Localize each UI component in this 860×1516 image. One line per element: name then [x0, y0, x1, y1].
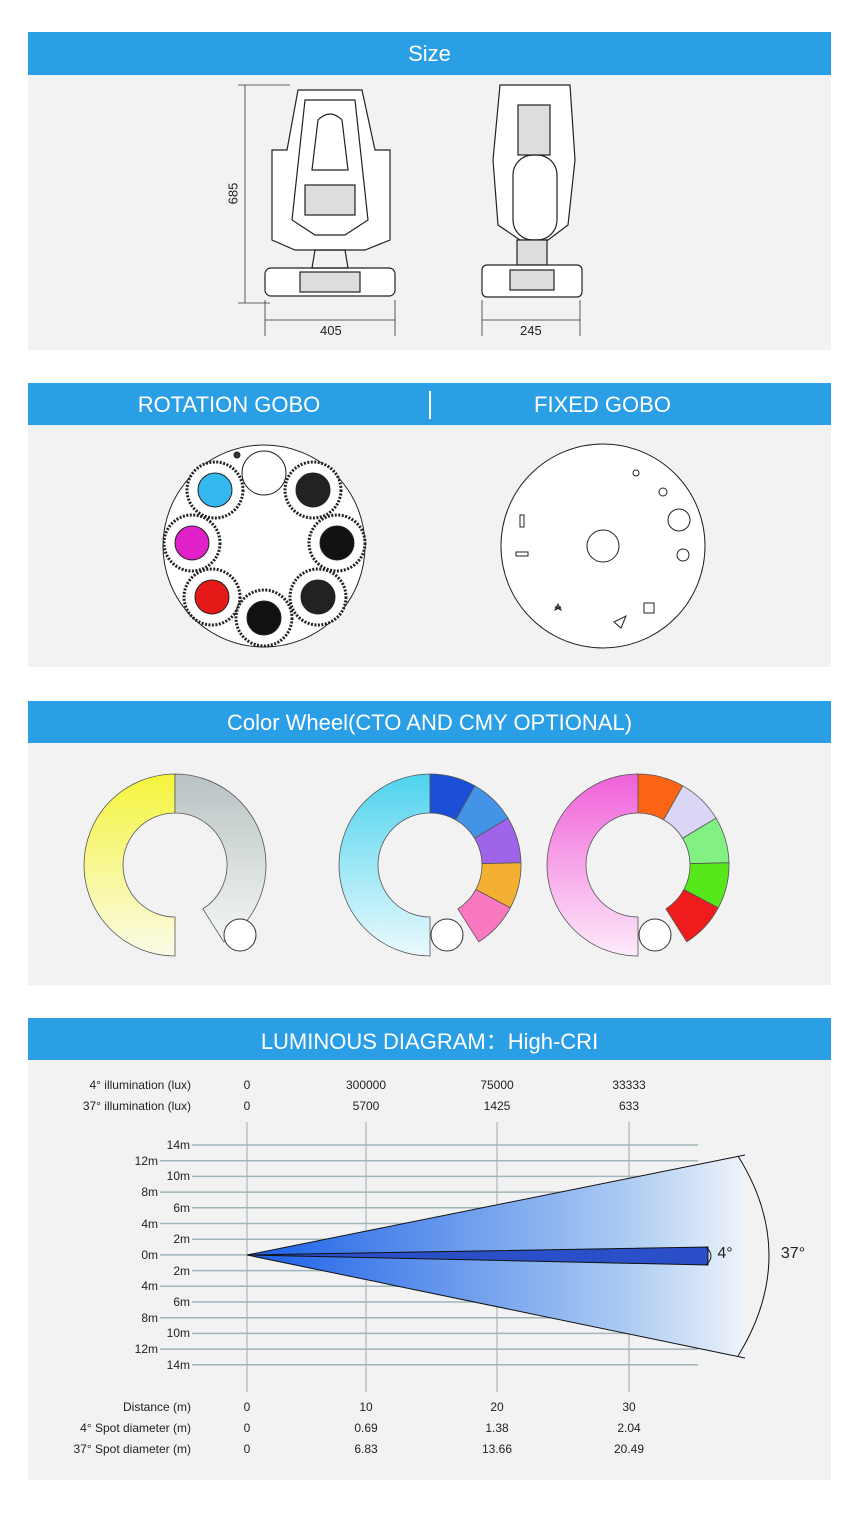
- front-width-dimension: 405: [320, 323, 342, 338]
- color-segment: [457, 888, 511, 943]
- distance-value: 30: [622, 1400, 636, 1414]
- size-title: Size: [408, 40, 451, 66]
- y-label: 10m: [166, 1326, 190, 1341]
- y-label: 14m: [166, 1138, 190, 1152]
- front-view: [264, 89, 396, 297]
- y-label: 8m: [141, 1310, 158, 1325]
- illumination-value: 633: [618, 1099, 640, 1113]
- angle-label-37: 37°: [780, 1245, 806, 1262]
- open-hole: [638, 918, 672, 952]
- row-label: 4° Spot diameter (m): [80, 1421, 191, 1435]
- distance-value: 6.83: [354, 1442, 378, 1456]
- color-segment: [665, 888, 719, 943]
- size-header: Size: [28, 32, 831, 75]
- gobo-header: ROTATION GOBO FIXED GOBO: [28, 383, 831, 426]
- luminous-header: LUMINOUS DIAGRAM：High-CRI: [28, 1018, 831, 1061]
- distance-value: 0: [243, 1421, 251, 1435]
- illumination-value: 75000: [480, 1078, 514, 1092]
- size-panel: [28, 75, 831, 350]
- rotation-gobo-wheel: [162, 444, 367, 648]
- beam-edge: [246, 1154, 746, 1256]
- distance-value: 1.38: [485, 1421, 509, 1435]
- distance-value: 13.66: [481, 1442, 513, 1456]
- color-wheel-title: Color Wheel(CTO AND CMY OPTIONAL): [226, 709, 633, 735]
- illumination-value: 5700: [352, 1099, 380, 1113]
- distance-value: 20.49: [613, 1442, 645, 1456]
- color-wheel-2: [338, 773, 522, 957]
- side-width-dimension: 245: [520, 323, 542, 338]
- y-label: 12m: [134, 1153, 158, 1168]
- illumination-value: 0: [243, 1078, 251, 1092]
- distance-value: 0: [243, 1442, 251, 1456]
- illumination-value: 0: [243, 1099, 251, 1113]
- row-label: 37° Spot diameter (m): [73, 1442, 191, 1456]
- illumination-value: 33333: [612, 1078, 646, 1092]
- rotation-gobo-title: ROTATION GOBO: [137, 391, 321, 417]
- angle-arc-4: [705, 1246, 712, 1266]
- beam-4: [246, 1246, 709, 1266]
- color-segment: [338, 773, 431, 957]
- distance-value: 0.69: [354, 1421, 378, 1435]
- distance-value: 20: [490, 1400, 504, 1414]
- y-label: 4m: [141, 1216, 158, 1231]
- luminous-title: LUMINOUS DIAGRAM：High-CRI: [260, 1028, 599, 1054]
- y-label: 10m: [166, 1169, 190, 1184]
- color-segment: [546, 773, 639, 957]
- color-wheel-1: [83, 773, 267, 957]
- gobo-wheels: [162, 443, 706, 649]
- side-view: [481, 84, 583, 298]
- y-label: 6m: [173, 1200, 190, 1215]
- illumination-value: 300000: [345, 1078, 387, 1092]
- beam-edge: [246, 1254, 746, 1359]
- y-label: 2m: [173, 1263, 190, 1278]
- illumination-value: 1425: [483, 1099, 511, 1113]
- distance-value: 10: [359, 1400, 373, 1414]
- fixture-drawings: [238, 84, 583, 336]
- open-hole: [430, 918, 464, 952]
- y-label: 12m: [134, 1342, 158, 1357]
- distance-value: 2.04: [617, 1421, 641, 1435]
- y-label: 2m: [173, 1232, 190, 1247]
- row-label: Distance (m): [122, 1400, 191, 1414]
- fixed-gobo-wheel: [500, 443, 706, 649]
- angle-label-4: 4°: [717, 1245, 733, 1262]
- open-hole: [223, 918, 257, 952]
- y-label: 0m: [141, 1247, 158, 1262]
- y-label: 6m: [173, 1295, 190, 1309]
- distance-value: 0: [243, 1400, 251, 1414]
- y-label: 8m: [141, 1185, 158, 1200]
- fixed-gobo-title: FIXED GOBO: [534, 391, 671, 417]
- color-wheel-header: Color Wheel(CTO AND CMY OPTIONAL): [28, 701, 831, 744]
- divider: [429, 391, 431, 419]
- color-wheels: [83, 773, 730, 957]
- row-label: 4° illumination (lux): [89, 1078, 191, 1092]
- angle-arc-37: [737, 1155, 770, 1357]
- row-label: 37° illumination (lux): [82, 1099, 191, 1113]
- color-wheel-3: [546, 773, 730, 957]
- dimension-lines: [238, 84, 581, 336]
- y-label: 14m: [166, 1357, 190, 1372]
- y-label: 4m: [141, 1279, 158, 1294]
- color-segment: [83, 773, 176, 957]
